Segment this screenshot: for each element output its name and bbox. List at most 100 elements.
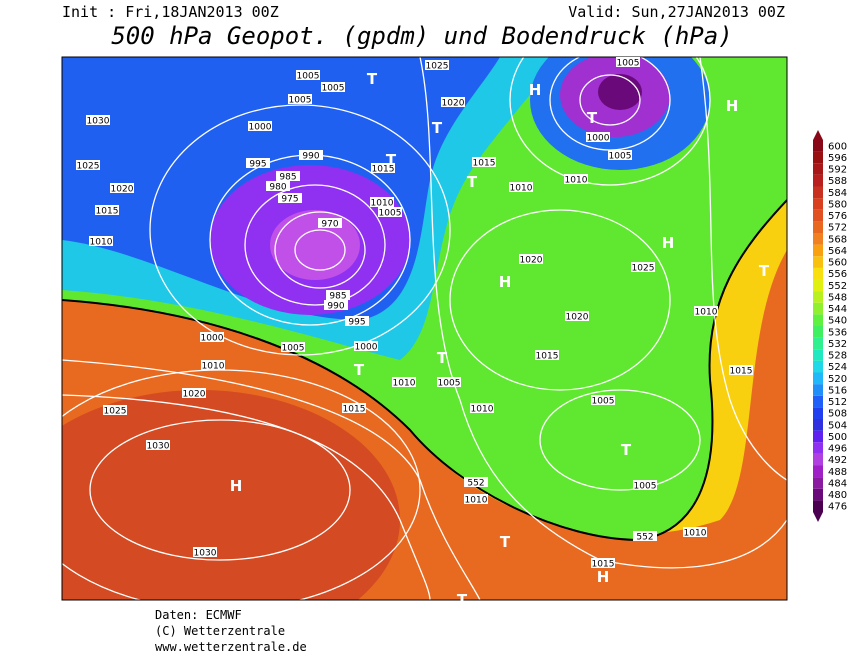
label-bg bbox=[392, 377, 416, 387]
title: 500 hPa Geopot. (gpdm) und Bodendruck (h… bbox=[111, 22, 732, 50]
isobar-label: 1020 bbox=[566, 313, 589, 323]
isobar-label: 1000 bbox=[355, 343, 378, 353]
colorbar-box bbox=[813, 151, 823, 164]
isobar-label: 1015 bbox=[343, 405, 366, 415]
colorbar-label: 584 bbox=[828, 188, 847, 199]
isobar-label: 1000 bbox=[201, 334, 224, 344]
colorbar-label: 500 bbox=[828, 432, 847, 443]
colorbar-box bbox=[813, 453, 823, 466]
pressure-center: T bbox=[587, 109, 598, 127]
isobar-label: 1010 bbox=[684, 529, 707, 539]
isobar-label: 1020 bbox=[520, 256, 543, 266]
label-bg bbox=[200, 332, 224, 342]
label-bg bbox=[694, 306, 718, 316]
isobar-label: 990 bbox=[302, 152, 319, 162]
colorbar-box bbox=[813, 407, 823, 419]
colorbar-box bbox=[813, 244, 823, 257]
isobar-label: 975 bbox=[281, 195, 298, 205]
isobar-label: 1010 bbox=[393, 379, 416, 389]
label-bg bbox=[345, 316, 369, 326]
colorbar-label: 520 bbox=[828, 374, 847, 385]
colorbar-box bbox=[813, 395, 823, 408]
isobar-label: 1005 bbox=[438, 379, 461, 389]
isobar-label: 1000 bbox=[249, 123, 272, 133]
isobar-label: 1010 bbox=[465, 496, 488, 506]
colorbar-label: 488 bbox=[828, 467, 847, 478]
colorbar-label: 560 bbox=[828, 258, 847, 269]
label-bg bbox=[326, 290, 350, 300]
label-bg bbox=[246, 158, 270, 168]
label-bg bbox=[89, 236, 113, 246]
pressure-center: H bbox=[726, 97, 739, 115]
label-bg bbox=[276, 171, 300, 181]
colorbar-box bbox=[813, 419, 823, 431]
map-frame bbox=[61, 56, 788, 601]
purple-core-2 bbox=[598, 74, 642, 110]
isobar-label: 1025 bbox=[632, 264, 655, 274]
colorbar-box bbox=[813, 186, 823, 199]
colorbar-box bbox=[813, 384, 823, 396]
colorbar-box bbox=[813, 465, 823, 478]
isobar-label: 1005 bbox=[609, 152, 632, 162]
colorbar: 4764804844884924965005045085125165205245… bbox=[813, 130, 847, 522]
label-bg bbox=[472, 157, 496, 167]
colorbar-box bbox=[813, 360, 823, 373]
pressure-center: T bbox=[437, 349, 448, 367]
label-bg bbox=[354, 341, 378, 351]
colorbar-label: 580 bbox=[828, 199, 847, 210]
colorbar-box bbox=[813, 302, 823, 315]
isobar-label: 1005 bbox=[634, 482, 657, 492]
isobar-label: 1010 bbox=[565, 176, 588, 186]
label-bg bbox=[441, 97, 465, 107]
label-bg bbox=[378, 207, 402, 217]
isobar-label: 1020 bbox=[183, 390, 206, 400]
colorbar-box bbox=[813, 442, 823, 454]
label-bg bbox=[633, 531, 657, 541]
colorbar-label: 496 bbox=[828, 444, 847, 455]
isobar-label: 1005 bbox=[322, 84, 345, 94]
colorbar-label: 508 bbox=[828, 409, 847, 420]
label-bg bbox=[201, 360, 225, 370]
isobar-label: 1005 bbox=[289, 96, 312, 106]
isobar-label: 1015 bbox=[372, 165, 395, 175]
isobar-label: 1030 bbox=[194, 549, 217, 559]
isobar-label: 1005 bbox=[617, 59, 640, 69]
label-bg bbox=[586, 132, 610, 142]
label-bg bbox=[182, 388, 206, 398]
colorbar-label: 536 bbox=[828, 327, 847, 338]
isobar-label: 1005 bbox=[297, 72, 320, 82]
pressure-center: T bbox=[500, 533, 511, 551]
label-bg bbox=[146, 440, 170, 450]
colorbar-label: 544 bbox=[828, 304, 847, 315]
label-bg bbox=[608, 150, 632, 160]
colorbar-tip bbox=[813, 130, 823, 140]
label-bg bbox=[729, 365, 753, 375]
isobar-label: 1025 bbox=[104, 407, 127, 417]
colorbar-box bbox=[813, 314, 823, 326]
pressure-center: H bbox=[499, 273, 512, 291]
isobar-label: 1030 bbox=[147, 442, 170, 452]
colorbar-label: 552 bbox=[828, 281, 847, 292]
label-bg bbox=[86, 115, 110, 125]
isobar-label: 1025 bbox=[426, 62, 449, 72]
colorbar-box bbox=[813, 372, 823, 385]
label-bg bbox=[95, 205, 119, 215]
footer-url: www.wetterzentrale.de bbox=[155, 640, 307, 654]
label-bg bbox=[564, 174, 588, 184]
footer-source: Daten: ECMWF bbox=[155, 608, 242, 622]
colorbar-label: 524 bbox=[828, 362, 847, 373]
isobar-label: 1005 bbox=[282, 344, 305, 354]
label-bg bbox=[683, 527, 707, 537]
pressure-center: T bbox=[759, 262, 770, 280]
isobar-label: 1020 bbox=[111, 185, 134, 195]
label-bg bbox=[565, 311, 589, 321]
label-bg bbox=[509, 182, 533, 192]
isobar-label: 1010 bbox=[202, 362, 225, 372]
init-time: Init : Fri,18JAN2013 00Z bbox=[62, 3, 279, 21]
label-bg bbox=[324, 300, 348, 310]
colorbar-label: 532 bbox=[828, 339, 847, 350]
footer-copyright: (C) Wetterzentrale bbox=[155, 624, 285, 638]
isobar-label: 970 bbox=[321, 220, 338, 230]
label-bg bbox=[193, 547, 217, 557]
